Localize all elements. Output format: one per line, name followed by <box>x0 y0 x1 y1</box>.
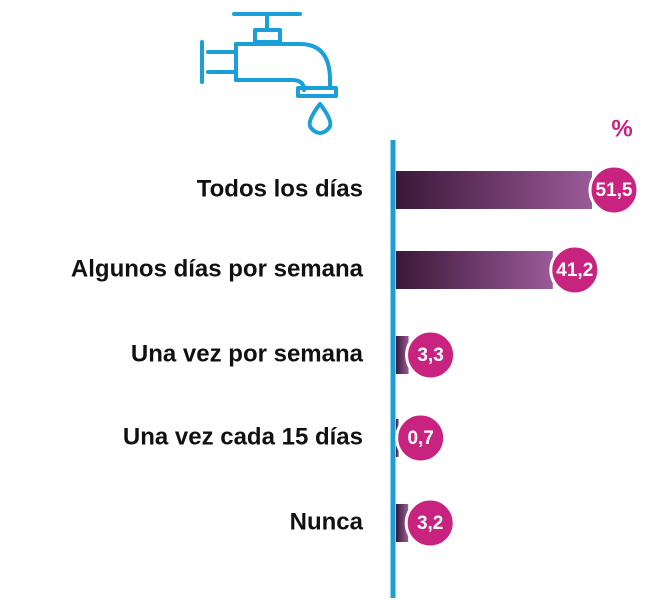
bar <box>396 336 409 374</box>
category-label: Algunos días por semana <box>71 255 364 282</box>
value-badge <box>404 497 456 549</box>
category-label: Nunca <box>290 508 364 535</box>
unit-label: % <box>611 115 632 142</box>
bar <box>396 504 409 542</box>
value-label: 3,2 <box>417 513 443 534</box>
value-badge <box>405 329 457 381</box>
category-label: Todos los días <box>197 175 363 202</box>
bar <box>396 251 553 289</box>
value-label: 3,3 <box>417 345 443 366</box>
category-label: Una vez por semana <box>131 340 364 367</box>
faucet-icon <box>200 12 338 135</box>
bar <box>396 171 592 209</box>
category-label: Una vez cada 15 días <box>123 423 363 450</box>
value-badge <box>588 164 640 216</box>
value-label: 41,2 <box>556 260 593 281</box>
value-label: 51,5 <box>596 180 633 201</box>
value-badge <box>549 244 601 296</box>
value-label: 0,7 <box>407 428 433 449</box>
value-badge <box>395 412 447 464</box>
